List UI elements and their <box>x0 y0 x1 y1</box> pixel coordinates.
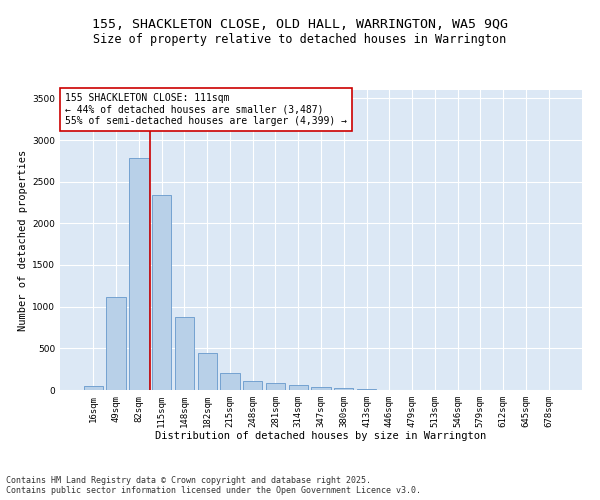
Text: Size of property relative to detached houses in Warrington: Size of property relative to detached ho… <box>94 32 506 46</box>
Text: 155 SHACKLETON CLOSE: 111sqm
← 44% of detached houses are smaller (3,487)
55% of: 155 SHACKLETON CLOSE: 111sqm ← 44% of de… <box>65 93 347 126</box>
Bar <box>152 195 172 390</box>
Text: 155, SHACKLETON CLOSE, OLD HALL, WARRINGTON, WA5 9QG: 155, SHACKLETON CLOSE, OLD HALL, WARRING… <box>92 18 508 30</box>
Bar <box>129 158 149 390</box>
Bar <box>357 389 376 390</box>
Y-axis label: Number of detached properties: Number of detached properties <box>18 150 28 330</box>
Bar <box>334 388 353 390</box>
Bar <box>106 296 126 390</box>
Bar <box>197 352 217 390</box>
Bar <box>243 381 262 390</box>
Bar <box>289 386 308 390</box>
Bar <box>220 374 239 390</box>
Text: Contains HM Land Registry data © Crown copyright and database right 2025.
Contai: Contains HM Land Registry data © Crown c… <box>6 476 421 495</box>
Bar <box>311 386 331 390</box>
Bar <box>266 383 285 390</box>
Bar <box>84 386 103 390</box>
X-axis label: Distribution of detached houses by size in Warrington: Distribution of detached houses by size … <box>155 432 487 442</box>
Bar <box>175 316 194 390</box>
